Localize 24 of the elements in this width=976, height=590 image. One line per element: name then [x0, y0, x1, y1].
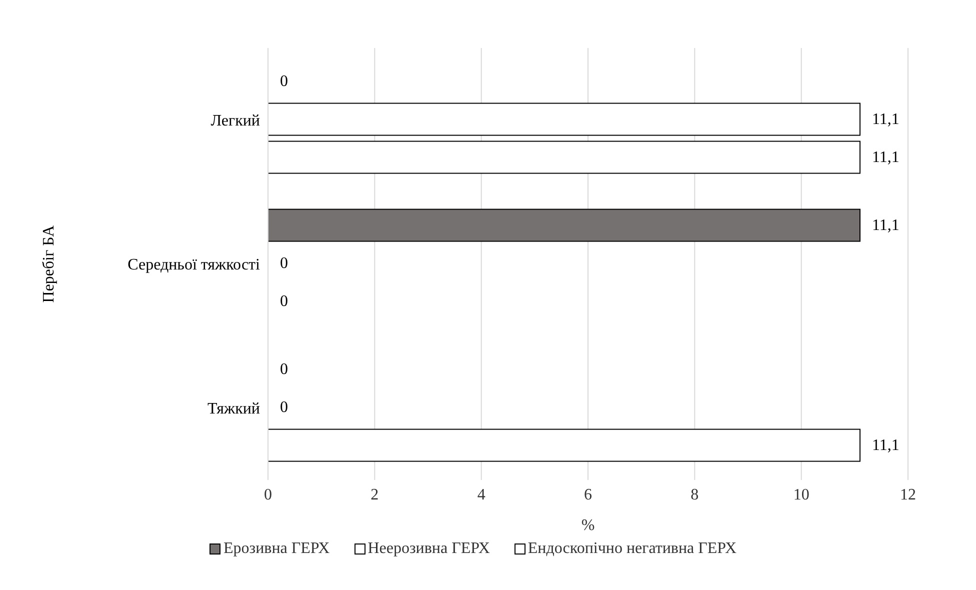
x-axis-title: %: [581, 517, 595, 534]
x-tick-label: 12: [900, 486, 916, 504]
data-label: 11,1: [872, 110, 900, 128]
legend-label: Ендоскопічно негативна ГЕРХ: [526, 540, 736, 558]
legend-label: Ерозивна ГЕРХ: [222, 540, 330, 558]
data-label: 0: [280, 72, 288, 90]
x-tick-label: 8: [690, 486, 699, 504]
y-tick-label: Легкий: [210, 112, 260, 130]
x-tick-label: 10: [793, 486, 810, 504]
data-label: 11,1: [872, 216, 900, 234]
data-label: 0: [280, 292, 288, 310]
x-tick-label: 2: [370, 486, 379, 504]
x-tick-label: 6: [584, 486, 592, 504]
y-tick-label: Тяжкий: [208, 400, 260, 418]
x-tick-label: 0: [264, 486, 272, 504]
legend-label: Неерозивна ГЕРХ: [366, 540, 490, 558]
data-label: 11,1: [872, 436, 900, 454]
y-tick-label: Середньої тяжкості: [128, 256, 261, 274]
data-label: 11,1: [872, 148, 900, 166]
data-label: 0: [280, 360, 288, 378]
data-label: 0: [280, 254, 288, 272]
data-label: 0: [280, 398, 288, 416]
y-axis-title: Перебіг БА: [40, 224, 58, 303]
x-tick-label: 4: [477, 486, 486, 504]
